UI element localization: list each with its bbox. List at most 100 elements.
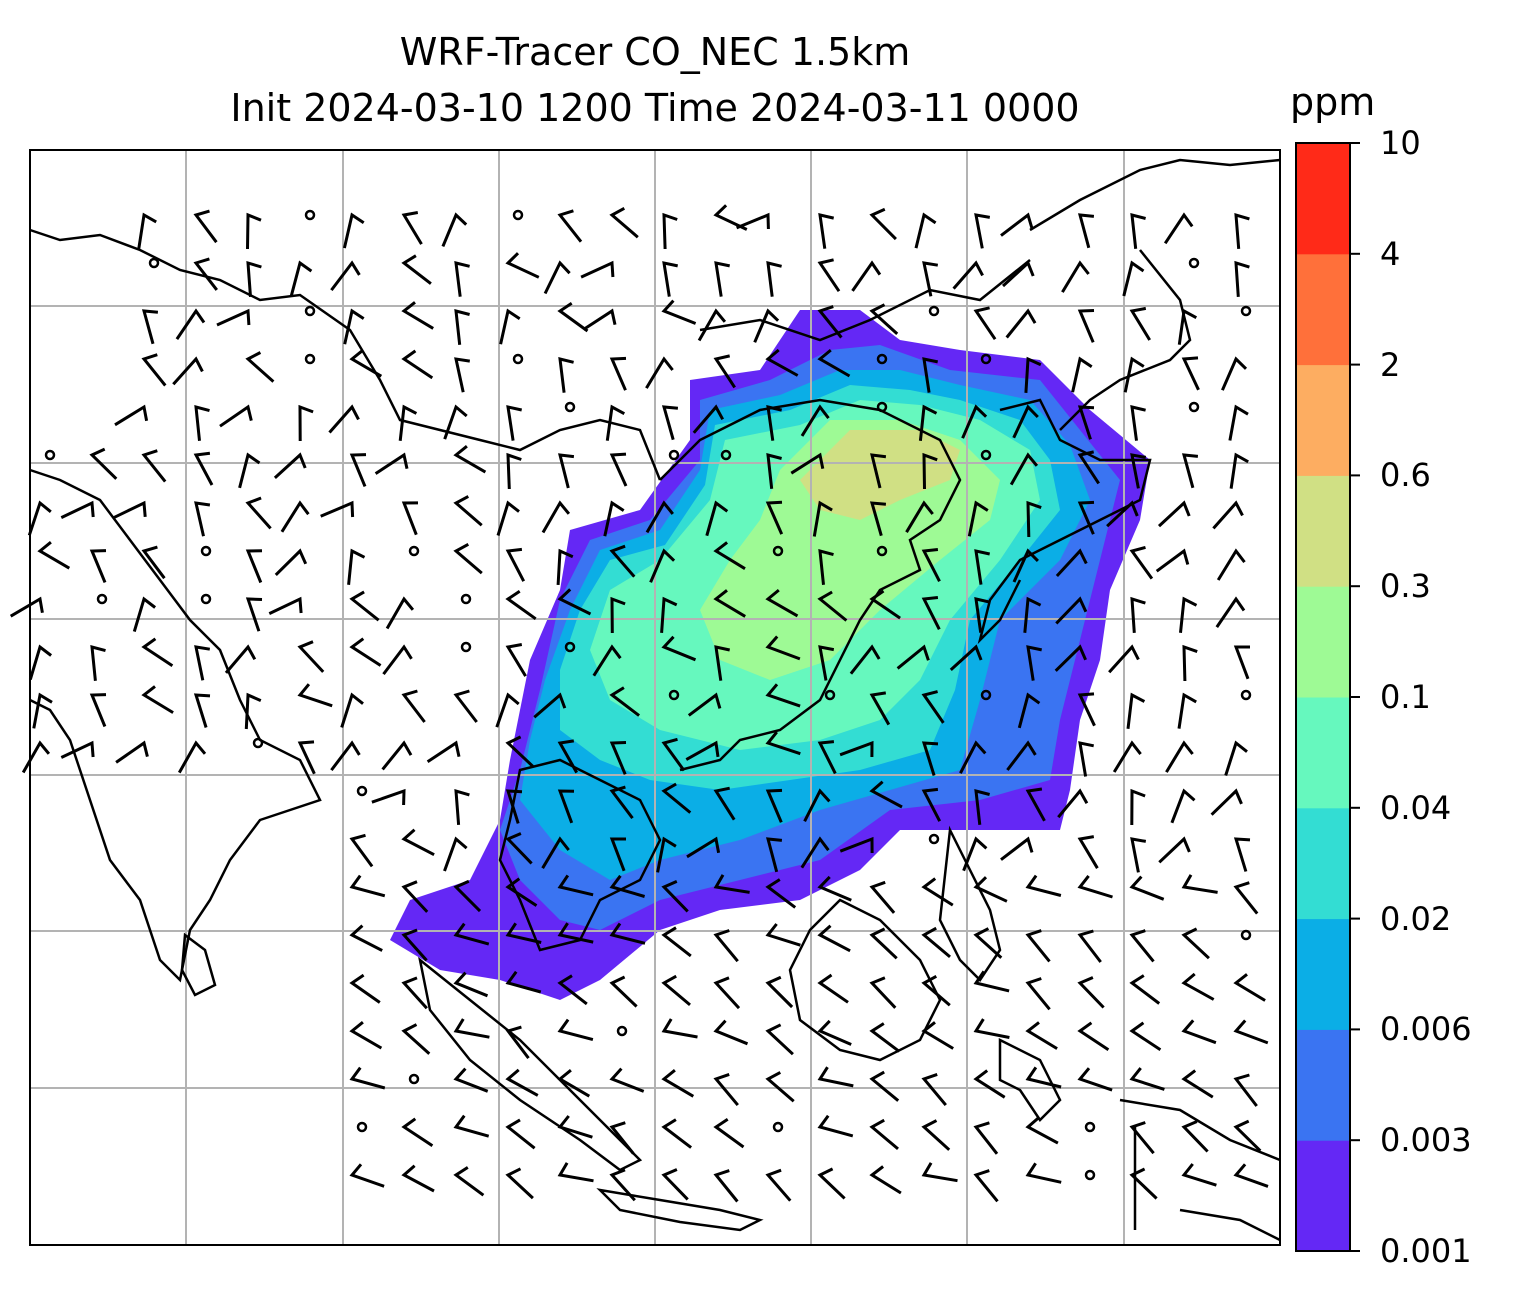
wind-barb (609, 874, 646, 898)
calm-wind-marker (616, 1025, 628, 1037)
calm-wind-marker (1240, 305, 1252, 317)
wind-barb (921, 1021, 954, 1050)
wind-barb (1224, 740, 1248, 776)
wind-barb (921, 690, 945, 724)
wind-barb (1234, 212, 1250, 250)
wind-barb (245, 351, 275, 383)
wind-barb (141, 637, 174, 667)
wind-barb (1077, 835, 1099, 869)
calm-wind-marker (356, 785, 368, 797)
wind-barb (557, 974, 588, 1006)
wind-barb (609, 741, 627, 775)
wind-barb (869, 589, 901, 620)
calm-wind-marker (876, 545, 888, 557)
wind-barb (454, 261, 470, 297)
wind-barb (401, 1117, 434, 1147)
wind-barb (495, 692, 520, 728)
wind-barb (330, 740, 361, 772)
wind-barb (609, 1067, 645, 1093)
colorbar-tick-label: 0.001 (1380, 1232, 1472, 1270)
calm-wind-marker (668, 449, 680, 461)
wind-barb (713, 874, 750, 894)
coast-java (596, 1188, 764, 1232)
wind-barb (1129, 306, 1151, 341)
wind-barb (609, 686, 641, 717)
wind-barb (1129, 1167, 1158, 1200)
colorbar-tick-label: 0.1 (1380, 678, 1431, 716)
wind-barb (713, 976, 741, 1010)
wind-barb (817, 590, 848, 622)
colorbar-segment (1296, 143, 1350, 255)
wind-barb (1233, 645, 1250, 680)
wind-barb (533, 692, 567, 719)
wind-barb (1025, 1116, 1059, 1145)
wind-barb (1077, 692, 1096, 727)
wind-barb (385, 596, 415, 630)
calm-wind-marker (408, 545, 420, 557)
wind-barb (1181, 874, 1218, 894)
wind-barb (401, 254, 432, 285)
wind-barb (661, 1018, 698, 1039)
wind-barb (382, 644, 413, 676)
calm-wind-marker (928, 833, 940, 845)
calm-wind-marker (356, 1121, 368, 1133)
wind-barb (713, 204, 748, 231)
wind-barb (137, 212, 157, 249)
wind-barb (1229, 452, 1249, 489)
wind-barb (557, 209, 583, 243)
wind-barb (193, 451, 214, 486)
wind-barb (298, 404, 314, 442)
wind-barb (89, 447, 118, 480)
wind-barb (974, 549, 991, 585)
wind-barb (27, 500, 52, 536)
wind-barb (766, 405, 783, 441)
calm-wind-marker (980, 353, 992, 365)
wind-barb (921, 741, 939, 776)
wind-barb (1233, 837, 1251, 872)
calm-wind-marker (200, 593, 212, 605)
coast-sulawesi (998, 1037, 1062, 1122)
wind-barb (714, 261, 731, 297)
wind-barb (685, 740, 720, 761)
wind-barb (974, 213, 991, 249)
wind-barb (172, 356, 204, 386)
wind-barb (177, 740, 207, 774)
wind-barb (765, 878, 797, 909)
wind-barb (349, 590, 380, 622)
wind-barb (713, 354, 736, 389)
wind-barb (426, 740, 461, 763)
wind-barb (557, 302, 589, 333)
coast-china-east (659, 398, 962, 772)
wind-barb (1181, 1069, 1214, 1099)
wind-barb (817, 1019, 852, 1046)
wind-barb (556, 548, 574, 585)
wind-barbs (9, 204, 1269, 1203)
wind-barb (280, 500, 310, 533)
wind-barb (1017, 692, 1041, 729)
colorbar-tick-label: 0.006 (1380, 1010, 1472, 1049)
wind-barb (765, 923, 801, 947)
wind-barb (453, 445, 487, 474)
wind-barb (557, 1115, 593, 1139)
wind-barb (1001, 260, 1035, 288)
wind-barb (194, 645, 211, 681)
wind-barb (453, 689, 478, 723)
wind-barb (1233, 1119, 1262, 1152)
wind-barb (869, 927, 898, 960)
wind-barb (1123, 356, 1145, 393)
wind-barb (1233, 973, 1266, 1002)
colorbar-segment (1296, 475, 1350, 587)
wind-barb (851, 260, 882, 292)
colorbar-tick-label: 0.04 (1380, 788, 1452, 827)
wind-barb (238, 452, 261, 489)
colorbar-segment (1296, 807, 1350, 920)
wind-barb (609, 922, 646, 945)
calm-wind-marker (876, 401, 888, 413)
calm-wind-marker (460, 593, 472, 605)
coast-japan (1029, 158, 1281, 431)
wind-barb (869, 1070, 900, 1102)
wind-barb (610, 596, 626, 634)
wind-barb (609, 356, 627, 391)
wind-barb (557, 1069, 591, 1098)
wind-barb (505, 789, 523, 824)
